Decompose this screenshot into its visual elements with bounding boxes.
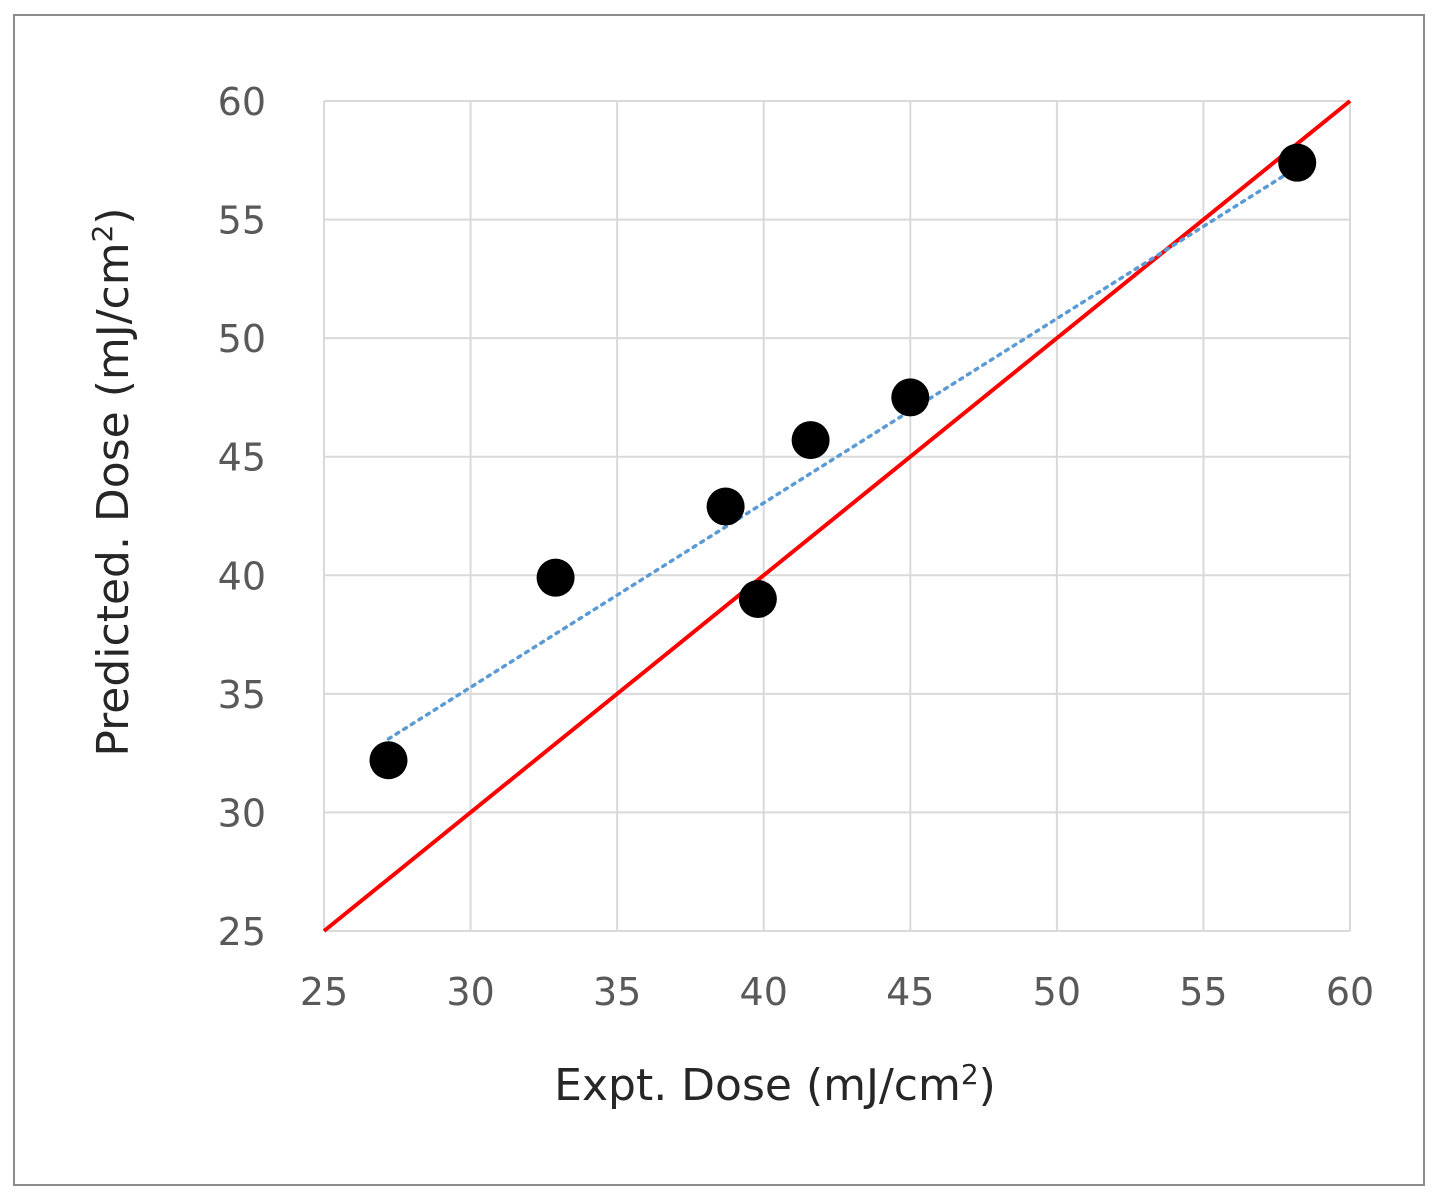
- reference-line-y-equals-x: [322, 99, 1352, 933]
- y-tick-label: 40: [218, 554, 266, 598]
- data-point: [791, 421, 830, 460]
- y-tick-label: 45: [218, 436, 266, 480]
- y-tick-label: 35: [218, 673, 266, 717]
- y-tick-label: 60: [218, 80, 266, 124]
- data-point: [738, 580, 777, 618]
- trendline: [386, 165, 1299, 741]
- data-point: [536, 558, 575, 597]
- data-point: [1278, 143, 1317, 182]
- x-tick-label: 50: [1033, 970, 1081, 1014]
- x-tick-label: 55: [1179, 970, 1227, 1014]
- series-layer: [322, 99, 1352, 933]
- data-point: [706, 487, 745, 526]
- y-tick-label: 25: [218, 910, 266, 954]
- x-tick-label: 25: [300, 970, 348, 1014]
- x-tick-label: 30: [446, 970, 494, 1014]
- y-tick-label: 55: [218, 199, 266, 243]
- chart-frame: [13, 14, 1425, 1186]
- x-tick-labels: 25 30 35 40 45 50 55 60: [300, 970, 1374, 1014]
- grid: [323, 100, 1351, 932]
- x-axis-title: Expt. Dose (mJ/cm2): [554, 1058, 996, 1111]
- y-axis-title: Predicted. Dose (mJ/cm2): [86, 207, 139, 756]
- y-tick-label: 50: [218, 317, 266, 361]
- x-tick-label: 45: [886, 970, 934, 1014]
- y-tick-labels: 25 30 35 40 45 50 55 60: [218, 80, 266, 954]
- x-tick-label: 35: [593, 970, 641, 1014]
- data-point: [369, 741, 408, 780]
- x-tick-label: 60: [1326, 970, 1374, 1014]
- x-tick-label: 40: [740, 970, 788, 1014]
- y-tick-label: 30: [218, 791, 266, 835]
- data-point: [891, 378, 930, 417]
